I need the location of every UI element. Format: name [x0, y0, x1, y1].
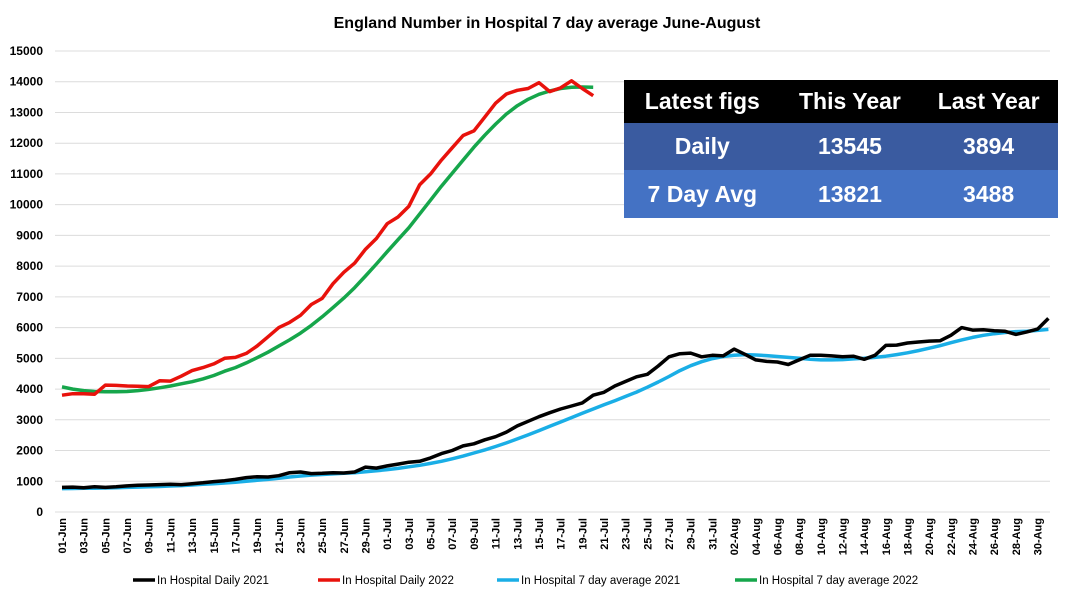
table-header-row: Latest figs This Year Last Year: [624, 80, 1058, 123]
y-tick-label: 10000: [10, 198, 44, 212]
row-label: 7 Day Avg: [647, 180, 758, 207]
y-tick-label: 0: [36, 505, 43, 519]
x-tick-label: 16-Aug: [881, 518, 893, 555]
legend-label: In Hospital Daily 2022: [342, 575, 454, 587]
y-tick-label: 3000: [16, 413, 43, 427]
x-tick-label: 12-Aug: [837, 518, 849, 555]
table-row-7-day-avg: 7 Day Avg 13821 3488: [624, 170, 1058, 218]
y-tick-label: 2000: [16, 444, 43, 458]
x-tick-label: 03-Jul: [404, 518, 416, 550]
series-line-0: [61, 317, 1050, 490]
x-tick-label: 09-Jul: [469, 518, 481, 550]
x-tick-label: 14-Aug: [859, 518, 871, 555]
last-year-value: 3894: [963, 133, 1015, 159]
x-tick-label: 21-Jun: [274, 518, 286, 554]
x-tick-label: 22-Aug: [946, 518, 958, 555]
x-tick-label: 06-Aug: [772, 518, 784, 555]
legend-label: In Hospital 7 day average 2021: [521, 575, 680, 587]
x-tick-label: 29-Jul: [686, 518, 698, 550]
x-tick-label: 30-Aug: [1033, 518, 1045, 555]
x-tick-label: 03-Jun: [79, 518, 91, 554]
x-tick-label: 24-Aug: [968, 518, 980, 555]
x-tick-label: 05-Jun: [100, 518, 112, 554]
x-tick-label: 07-Jul: [447, 518, 459, 550]
x-tick-label: 23-Jun: [295, 518, 307, 554]
x-tick-label: 28-Aug: [1011, 518, 1023, 555]
this-year-value: 13821: [817, 180, 882, 207]
legend-item: In Hospital Daily 2021: [133, 575, 269, 587]
y-axis-ticks: 0 1000 2000 3000 4000 5000 6000 7000 8000 9000 100…: [10, 44, 44, 519]
x-tick-label: 27-Jul: [664, 518, 676, 550]
x-tick-label: 26-Aug: [989, 518, 1001, 555]
x-tick-label: 04-Aug: [751, 518, 763, 555]
x-tick-label: 31-Jul: [707, 518, 719, 550]
x-tick-label: 17-Jun: [230, 518, 242, 554]
x-tick-label: 11-Jul: [491, 518, 503, 549]
series-line-3: [61, 85, 594, 394]
row-label: Daily: [674, 133, 730, 159]
header-cell: Last Year: [937, 88, 1040, 114]
legend-label: In Hospital Daily 2021: [157, 575, 269, 587]
x-tick-label: 17-Jul: [556, 518, 568, 550]
latest-figures-table: Latest figs This Year Last Year Daily 13…: [624, 80, 1058, 218]
x-tick-label: 19-Jun: [252, 518, 264, 554]
legend: In Hospital Daily 2021 In Hospital Daily …: [133, 575, 918, 587]
series-line-2: [61, 327, 1049, 491]
x-axis-ticks: 01-Jun 03-Jun 05-Jun 07-Jun 09-Jun 11-Jun 13-J…: [57, 518, 1045, 556]
y-tick-label: 6000: [16, 321, 43, 335]
legend-item: In Hospital Daily 2022: [318, 575, 454, 587]
y-tick-label: 12000: [10, 136, 44, 150]
series-line-1: [61, 79, 595, 397]
x-tick-label: 21-Jul: [599, 518, 611, 550]
x-tick-label: 19-Jul: [577, 518, 589, 550]
x-tick-label: 07-Jun: [122, 518, 134, 554]
x-tick-label: 10-Aug: [816, 518, 828, 555]
x-tick-label: 25-Jul: [642, 518, 654, 550]
y-tick-label: 8000: [16, 259, 43, 273]
x-tick-label: 13-Jul: [512, 518, 524, 550]
x-tick-label: 20-Aug: [924, 518, 936, 555]
chart-title: England Number in Hospital 7 day average…: [334, 15, 761, 32]
x-tick-label: 01-Jul: [382, 518, 394, 550]
x-tick-label: 27-Jun: [339, 518, 351, 554]
header-cell: This Year: [799, 88, 901, 114]
x-tick-label: 15-Jul: [534, 518, 546, 550]
y-tick-label: 4000: [16, 382, 43, 396]
x-tick-label: 05-Jul: [426, 518, 438, 550]
x-tick-label: 18-Aug: [903, 518, 915, 555]
legend-item: In Hospital 7 day average 2021: [497, 575, 680, 587]
x-tick-label: 09-Jun: [144, 518, 156, 554]
x-tick-label: 13-Jun: [187, 518, 199, 554]
x-tick-label: 02-Aug: [729, 518, 741, 555]
series-lines: [61, 79, 1050, 491]
legend-item: In Hospital 7 day average 2022: [735, 575, 918, 587]
gridlines: [55, 50, 1050, 513]
legend-label: In Hospital 7 day average 2022: [759, 575, 918, 587]
x-tick-label: 15-Jun: [209, 518, 221, 554]
this-year-value: 13545: [817, 133, 882, 159]
x-tick-label: 25-Jun: [317, 518, 329, 554]
y-tick-label: 7000: [16, 290, 43, 304]
y-tick-label: 13000: [10, 105, 44, 119]
table-row-daily: Daily 13545 3894: [624, 123, 1058, 170]
y-tick-label: 11000: [10, 167, 43, 181]
y-tick-label: 14000: [10, 75, 44, 89]
y-tick-label: 1000: [16, 474, 43, 488]
y-tick-label: 5000: [16, 351, 43, 365]
x-tick-label: 01-Jun: [57, 518, 69, 554]
y-tick-label: 9000: [16, 228, 43, 242]
y-tick-label: 15000: [10, 44, 44, 58]
x-tick-label: 23-Jul: [621, 518, 633, 550]
x-tick-label: 08-Aug: [794, 518, 806, 555]
last-year-value: 3488: [963, 180, 1015, 207]
header-cell: Latest figs: [644, 88, 760, 114]
x-tick-label: 11-Jun: [165, 518, 177, 553]
x-tick-label: 29-Jun: [361, 518, 373, 554]
